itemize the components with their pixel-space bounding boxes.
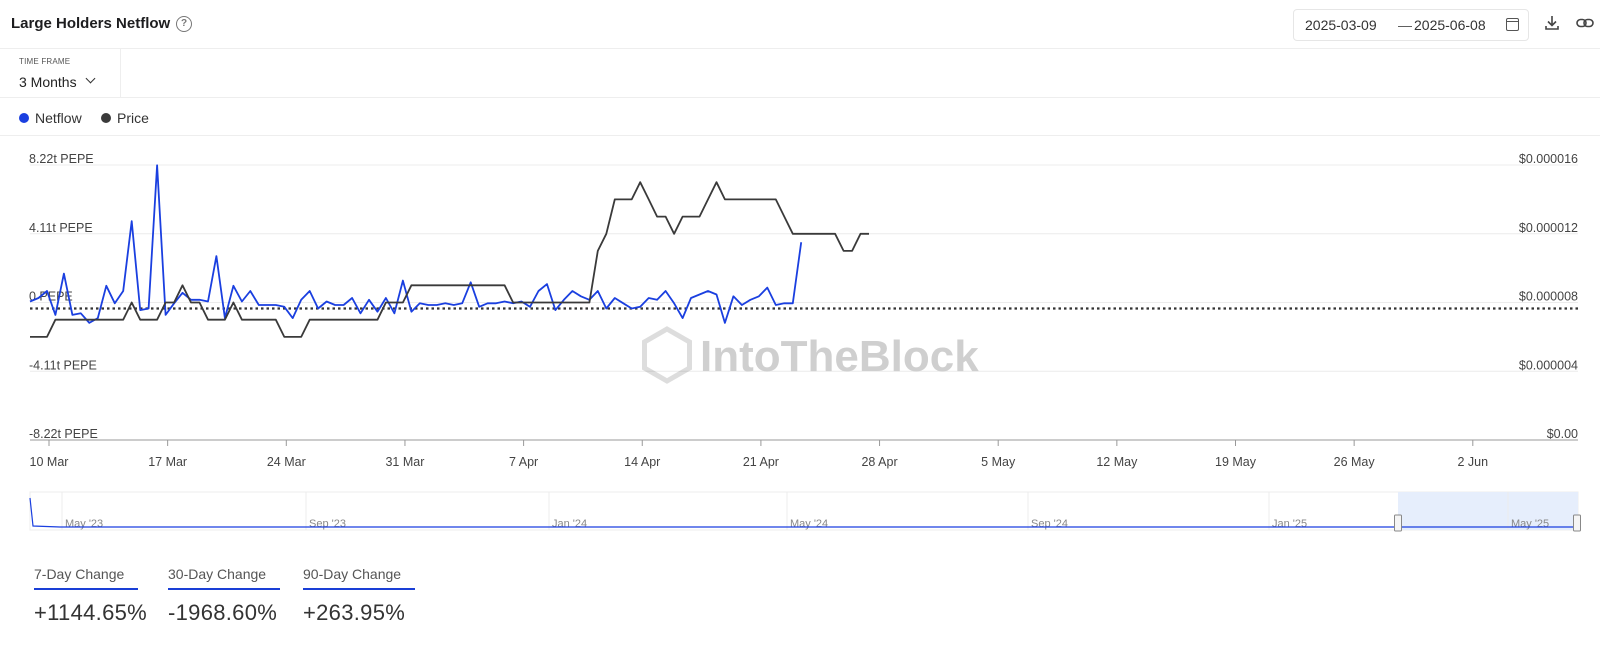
watermark-logo-icon (642, 326, 692, 384)
stat-30-day[interactable]: 30-Day Change -1968.60% (168, 566, 281, 626)
stat-90-day[interactable]: 90-Day Change +263.95% (303, 566, 416, 626)
series-line-price (30, 181, 869, 338)
x-tick-label: 12 May (1096, 455, 1138, 469)
navigator-tick-label: May '24 (790, 518, 828, 530)
x-tick-label: 21 Apr (743, 455, 779, 469)
stat-value: -1968.60% (168, 600, 278, 625)
stat-label: 7-Day Change (34, 566, 139, 590)
stat-value: +1144.65% (34, 600, 148, 625)
x-tick-label: 19 May (1215, 455, 1257, 469)
date-separator: — (1398, 17, 1412, 33)
legend-netflow[interactable]: Netflow (19, 110, 82, 126)
stat-label: 90-Day Change (303, 566, 416, 590)
y-tick-label-left: 0 PEPE (29, 290, 73, 304)
timeframe-selector[interactable]: TIME FRAME 3 Months (0, 49, 121, 97)
navigator-series (29, 497, 1578, 528)
timeframe-label: TIME FRAME (19, 57, 71, 66)
stat-value: +263.95% (303, 600, 406, 625)
legend-label-price: Price (117, 110, 149, 126)
y-tick-label-left: 8.22t PEPE (29, 152, 94, 166)
date-start: 2025-03-09 (1305, 17, 1377, 33)
calendar-icon (1506, 18, 1519, 31)
link-icon[interactable] (1575, 14, 1595, 32)
y-tick-label-left: 4.11t PEPE (29, 221, 93, 235)
help-icon[interactable]: ? (176, 16, 192, 32)
x-tick-label: 24 Mar (267, 455, 306, 469)
y-tick-label-left: -4.11t PEPE (29, 358, 97, 372)
date-end: 2025-06-08 (1414, 17, 1486, 33)
stat-7-day[interactable]: 7-Day Change +1144.65% (34, 566, 147, 626)
x-tick-label: 5 May (981, 455, 1016, 469)
y-tick-label-left: -8.22t PEPE (29, 427, 98, 441)
y-tick-label-right: $0.000016 (1519, 152, 1578, 166)
download-icon[interactable] (1543, 14, 1561, 32)
x-tick-label: 2 Jun (1458, 455, 1489, 469)
x-tick-label: 10 Mar (30, 455, 69, 469)
legend-dot-price (101, 113, 111, 123)
legend-label-netflow: Netflow (35, 110, 82, 126)
watermark-text: IntoTheBlock (700, 332, 979, 381)
x-tick-label: 31 Mar (385, 455, 424, 469)
navigator-tick-label: Sep '24 (1031, 518, 1068, 530)
header: Large Holders Netflow ? 2025-03-09 — 202… (0, 0, 1600, 49)
netflow-chart[interactable]: 8.22t PEPE $0.000016 4.11t PEPE $0.000012 0 … (0, 0, 1600, 560)
x-tick-label: 14 Apr (624, 455, 660, 469)
navigator-tick-label: Jan '24 (552, 518, 587, 530)
legend-dot-netflow (19, 113, 29, 123)
divider (0, 97, 1600, 98)
navigator-frame (29, 491, 1579, 531)
series-line-netflow (29, 164, 803, 324)
navigator-tick-label: May '23 (65, 518, 103, 530)
page-title: Large Holders Netflow (11, 15, 171, 32)
navigator-tick-label: Jan '25 (1272, 518, 1307, 530)
y-tick-label-right: $0.000008 (1519, 290, 1578, 304)
navigator-selection (1398, 492, 1578, 530)
navigator-handle (1394, 514, 1402, 532)
y-tick-label-right: $0.000012 (1519, 221, 1578, 235)
y-tick-label-right: $0.000004 (1519, 358, 1578, 372)
y-tick-label-right: $0.00 (1547, 427, 1578, 441)
x-tick-label: 7 Apr (509, 455, 538, 469)
x-tick-label: 26 May (1334, 455, 1376, 469)
navigator-tick-label: Sep '23 (309, 518, 346, 530)
stat-label: 30-Day Change (168, 566, 281, 590)
x-tick-label: 17 Mar (148, 455, 187, 469)
divider (0, 135, 1600, 136)
legend-price[interactable]: Price (101, 110, 149, 126)
navigator-handle (1573, 514, 1581, 532)
navigator-tick-label: May '25 (1511, 518, 1549, 530)
date-range-picker[interactable]: 2025-03-09 — 2025-06-08 (1293, 9, 1529, 41)
x-tick-label: 28 Apr (861, 455, 897, 469)
timeframe-value[interactable]: 3 Months (19, 74, 77, 90)
